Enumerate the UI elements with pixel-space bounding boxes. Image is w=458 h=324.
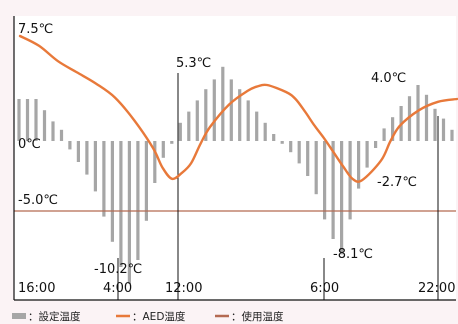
bar-36 [323, 141, 327, 220]
bar-42 [374, 141, 378, 148]
bar-46 [407, 96, 412, 141]
bar-0 [17, 99, 21, 141]
bar-38 [340, 141, 344, 255]
bar-8 [85, 141, 89, 175]
x-tick-2: 12:00 [165, 281, 202, 296]
bar-47 [416, 85, 420, 141]
bar-7 [76, 141, 80, 162]
bar-30 [272, 134, 276, 141]
bar-37 [331, 141, 335, 239]
bar-51 [450, 129, 454, 141]
bar-10 [102, 141, 106, 217]
annotation-4: -8.1℃ [333, 247, 373, 262]
bar-5 [59, 129, 64, 141]
bar-4 [51, 121, 55, 141]
plot-area [14, 16, 456, 300]
bar-40 [357, 141, 361, 189]
bar-1 [25, 99, 30, 141]
legend: ：設定温度 ：AED温度 ：使用温度 [12, 310, 284, 323]
bar-26 [238, 89, 242, 141]
bar-18 [170, 141, 174, 144]
x-tick-4: 22:00 [418, 281, 455, 296]
bar-19 [178, 122, 182, 141]
legend-label-1: ：AED温度 [132, 310, 186, 323]
value-annotations: 0℃ -5.0℃ 7.5℃ 5.3℃ -10.2℃ 4.0℃ -8.1℃ -2.7℃ [18, 22, 417, 277]
bar-15 [144, 141, 148, 221]
plot-frame [13, 16, 456, 301]
annotation-0: 7.5℃ [18, 22, 53, 37]
bar-11 [110, 141, 114, 242]
annotation-2: -10.2℃ [94, 262, 142, 277]
bar-33 [297, 141, 301, 164]
x-tick-0: 16:00 [18, 281, 55, 296]
bar-32 [289, 141, 293, 153]
bar-44 [391, 117, 395, 141]
usage-temp-label: -5.0℃ [18, 193, 58, 208]
bar-34 [306, 141, 310, 176]
bar-3 [42, 110, 47, 141]
bar-21 [195, 100, 199, 141]
zero-label: 0℃ [18, 137, 41, 152]
bar-48 [424, 94, 429, 141]
annotation-1: 5.3℃ [176, 56, 211, 71]
x-tick-labels: 16:00 4:00 12:00 6:00 22:00 [18, 281, 455, 296]
bar-29 [263, 122, 267, 141]
bar-17 [161, 141, 165, 158]
bar-16 [153, 141, 157, 183]
bar-6 [68, 141, 72, 150]
x-tick-3: 6:00 [310, 281, 339, 296]
bar-31 [280, 141, 284, 144]
setpoint-bars [17, 66, 454, 284]
legend-label-0: ：設定温度 [28, 310, 81, 323]
bar-28 [255, 111, 259, 141]
legend-swatch-0 [12, 313, 26, 319]
annotation-5: -2.7℃ [377, 175, 417, 190]
bar-41 [365, 141, 369, 168]
bar-2 [34, 99, 38, 141]
bar-24 [221, 66, 225, 141]
time-markers [117, 73, 439, 300]
bar-12 [119, 141, 123, 267]
bar-23 [212, 79, 216, 141]
bar-35 [314, 141, 318, 195]
bar-27 [246, 100, 250, 141]
bar-43 [382, 128, 386, 141]
x-tick-1: 4:00 [103, 281, 132, 296]
bar-14 [136, 141, 140, 260]
annotation-3: 4.0℃ [371, 71, 406, 86]
bar-39 [348, 141, 352, 220]
bar-20 [187, 111, 191, 141]
bar-25 [229, 79, 233, 141]
bar-49 [433, 108, 437, 141]
bar-9 [93, 141, 97, 192]
bar-13 [127, 141, 131, 284]
legend-label-2: ：使用温度 [231, 310, 284, 323]
bar-50 [441, 118, 446, 141]
bar-22 [204, 89, 208, 141]
aed-temperature-line [18, 34, 458, 183]
